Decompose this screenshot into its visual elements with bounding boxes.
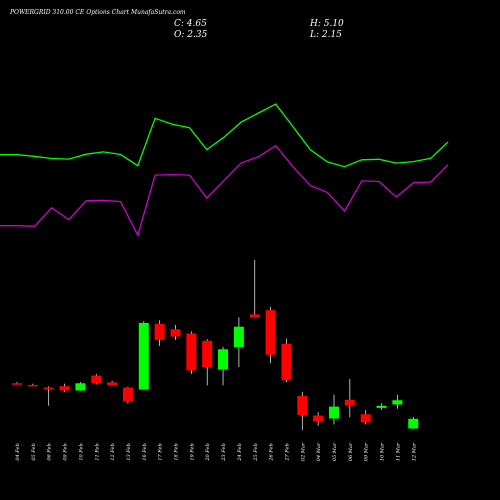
indicator-lines — [0, 103, 449, 237]
x-tick-label: 19 Feb — [189, 443, 195, 460]
candle-up — [329, 406, 339, 419]
candle-up — [392, 400, 403, 405]
candle-up — [233, 326, 244, 348]
x-tick-label: 05 Feb — [31, 443, 37, 460]
chart-title: POWERGRID 310.00 CE Options Chart Munafa… — [9, 9, 186, 16]
x-tick-label: 24 Feb — [237, 443, 243, 461]
x-tick-label: 16 Feb — [142, 443, 148, 460]
candle-down — [154, 323, 165, 340]
x-tick-label: 02 Mar — [300, 442, 306, 461]
x-tick-label: 27 Feb — [284, 443, 290, 461]
x-tick-label: 12 Feb — [110, 443, 116, 460]
x-tick-label: 18 Feb — [174, 443, 180, 460]
low-value: L: 2.15 — [309, 30, 342, 40]
x-tick-label: 06 Feb — [47, 443, 53, 460]
candle-down — [170, 329, 181, 337]
candles — [12, 260, 419, 430]
candle-down — [281, 343, 292, 381]
high-value: H: 5.10 — [309, 19, 344, 29]
x-tick-label: 10 Mar — [380, 442, 386, 461]
candle-up — [218, 349, 229, 370]
x-tick-label: 13 Feb — [126, 443, 132, 460]
x-tick-label: 04 Feb — [15, 443, 21, 460]
candle-up — [408, 418, 419, 429]
candle-down — [91, 375, 102, 384]
x-tick-label: 11 Feb — [94, 443, 100, 460]
x-tick-label: 25 Feb — [253, 443, 259, 461]
candle-down — [186, 333, 197, 371]
x-tick-label: 04 Mar — [316, 442, 322, 461]
candle-down — [27, 384, 38, 387]
candle-down — [43, 387, 54, 389]
x-tick-label: 20 Feb — [205, 443, 211, 461]
x-tick-label: 09 Feb — [63, 443, 69, 460]
x-tick-label: 09 Mar — [364, 442, 370, 461]
candle-down — [249, 314, 260, 318]
upper-indicator-line — [0, 103, 449, 168]
lower-indicator-line — [0, 144, 449, 237]
x-tick-label: 05 Mar — [332, 442, 338, 461]
x-tick-label: 06 Mar — [348, 442, 354, 461]
candle-down — [297, 396, 308, 416]
candle-down — [360, 414, 371, 423]
candle-down — [122, 387, 133, 402]
candle-down — [313, 415, 324, 422]
candle-up — [376, 405, 387, 408]
x-tick-label: 11 Mar — [395, 442, 401, 461]
close-value: C: 4.65 — [174, 19, 207, 29]
candle-down — [107, 382, 118, 386]
open-value: O: 2.35 — [174, 30, 208, 40]
x-tick-label: 10 Feb — [78, 443, 84, 460]
x-axis-ticks: 04 Feb 05 Feb 06 Feb 09 Feb 10 Feb 11 Feb 12 F… — [15, 442, 417, 461]
x-tick-label: 17 Feb — [158, 443, 164, 460]
x-tick-label: 12 Mar — [411, 442, 417, 461]
candle-down — [344, 399, 355, 406]
x-tick-label: 23 Feb — [221, 443, 227, 461]
x-tick-label: 26 Feb — [269, 443, 275, 461]
candle-down — [265, 310, 276, 355]
candle-down — [202, 340, 213, 368]
candle-down — [59, 386, 70, 391]
candle-up — [138, 322, 149, 390]
candle-up — [75, 383, 86, 391]
candle-down — [12, 383, 22, 385]
